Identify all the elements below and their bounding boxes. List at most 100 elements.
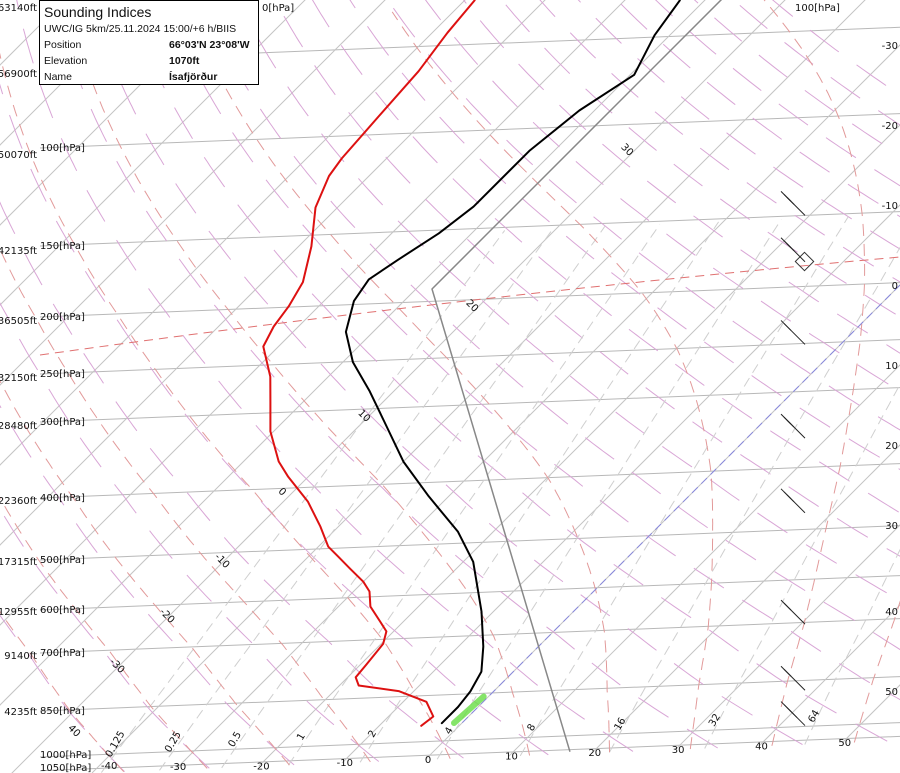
moist-adiabat-line <box>0 248 371 763</box>
dry-adiabat-line <box>237 0 900 602</box>
x-tick-label: -40 <box>101 761 117 772</box>
info-row-position: Position 66°03'N 23°08'W <box>44 37 254 53</box>
dry-adiabat-line <box>0 83 549 756</box>
dry-adiabat-line <box>274 0 900 557</box>
isotherm-line <box>258 124 900 767</box>
isotherm-line <box>0 0 386 386</box>
isotherm-line <box>0 0 706 706</box>
pressure-label: 700[hPa] <box>40 648 85 659</box>
isobar-line <box>39 525 900 561</box>
dry-adiabat-line <box>126 0 888 742</box>
dry-adiabat-line <box>732 0 900 126</box>
wind-barb-icon <box>780 665 806 691</box>
dry-adiabat-line <box>311 0 900 514</box>
moist-adiabat-line <box>853 600 900 743</box>
isotherm-line <box>0 0 546 546</box>
moist-adiabat-line <box>391 11 714 750</box>
altitude-label: 63140ft <box>0 3 37 14</box>
pressure-label: 500[hPa] <box>40 555 85 566</box>
pressure-label: 250[hPa] <box>40 369 85 380</box>
altitude-label: 22360ft <box>0 496 37 507</box>
wind-barb-icon <box>780 237 806 263</box>
pressure-label: 600[hPa] <box>40 605 85 616</box>
x-tick-label: 0 <box>425 755 431 766</box>
info-subtitle: UWC/IG 5km/25.11.2024 15:00/+6 h/BIIS <box>44 23 237 35</box>
isotherm-line <box>758 604 900 747</box>
pressure-label: 200[hPa] <box>40 312 85 323</box>
isobar-line <box>39 339 900 375</box>
right-temperature-label: -20 <box>882 121 898 132</box>
info-label: Name <box>44 71 73 83</box>
isotherm-line <box>11 0 786 773</box>
dry-adiabat-line <box>16 0 634 752</box>
isotherm-line <box>0 0 626 626</box>
adiabat-label: 40 <box>65 723 82 740</box>
right-temperature-label: 0 <box>892 281 898 292</box>
isotherm-line <box>91 0 866 773</box>
pressure-label: 100[hPa] <box>795 3 840 14</box>
wind-barb-icon <box>780 701 806 726</box>
reference-profile-line <box>431 0 723 752</box>
mixing-ratio-label: 1 <box>295 731 308 742</box>
x-tick-label: 30 <box>672 745 685 756</box>
isotherm-line <box>508 364 900 757</box>
x-tick-label: 50 <box>838 738 851 749</box>
isobar-line <box>39 113 900 149</box>
x-tick-label: 10 <box>505 752 518 763</box>
info-label: Elevation <box>44 55 88 67</box>
isotherm-line <box>174 44 900 771</box>
right-temperature-label: 30 <box>885 521 898 532</box>
isobar-line <box>39 282 900 318</box>
right-temperature-label: -10 <box>882 201 898 212</box>
moist-adiabat-line <box>192 19 610 753</box>
dry-adiabat-line <box>387 0 900 431</box>
pressure-label: 0[hPa] <box>262 3 294 14</box>
isotherm-line <box>424 284 900 761</box>
x-tick-label: -30 <box>170 762 186 773</box>
mixing-ratio-line <box>804 548 900 745</box>
wind-barb-icon <box>780 320 806 345</box>
dry-adiabat-line <box>349 0 900 471</box>
altitude-label: 12955ft <box>0 607 37 618</box>
dry-adiabat-line <box>693 0 900 156</box>
mixing-ratio-line <box>100 230 506 773</box>
altitude-label: 36505ft <box>0 316 37 327</box>
dry-adiabat-line <box>52 0 718 749</box>
right-temperature-label: 40 <box>885 607 898 618</box>
altitude-label: 50070ft <box>0 150 37 161</box>
altitude-label: 56900ft <box>0 69 37 80</box>
parcel-base-line <box>451 693 487 726</box>
dry-adiabat-line <box>424 0 900 392</box>
tropopause-line <box>39 256 900 356</box>
isotherm-line <box>341 204 900 764</box>
pressure-label: 1050[hPa] <box>40 763 91 773</box>
pressure-label: 400[hPa] <box>40 493 85 504</box>
isobar-line <box>39 387 900 423</box>
mixing-ratio-label: 0.125 <box>104 729 128 759</box>
pressure-label: 1000[hPa] <box>40 750 91 761</box>
adiabat-label: -10 <box>212 552 231 571</box>
adiabat-label: -20 <box>157 607 176 626</box>
adiabat-label: 0 <box>276 486 288 498</box>
info-value: Ísafjörður <box>169 71 218 83</box>
moist-adiabat-line <box>73 24 531 756</box>
isobar-line <box>39 575 900 611</box>
adiabat-label: 30 <box>618 142 635 159</box>
dry-adiabat-line <box>463 0 900 354</box>
dry-adiabat-line <box>654 0 900 187</box>
right-temperature-label: 10 <box>885 361 898 372</box>
isobar-line <box>39 211 900 247</box>
dry-adiabat-line <box>89 0 803 746</box>
altitude-label: 42135ft <box>0 246 37 257</box>
mixing-ratio-line <box>159 228 554 771</box>
x-tick-label: -20 <box>253 762 269 773</box>
mixing-ratio-label: 64 <box>806 708 822 725</box>
x-tick-label: 40 <box>755 742 768 753</box>
info-value: 66°03'N 23°08'W <box>169 39 250 51</box>
mixing-ratio-line <box>519 216 849 757</box>
pressure-label: 100[hPa] <box>40 143 85 154</box>
mixing-ratio-label: 2 <box>366 729 379 740</box>
axis-labels: 1050[hPa]1000[hPa]850[hPa]700[hPa]600[hP… <box>0 3 898 773</box>
mixing-ratio-line <box>609 246 900 753</box>
